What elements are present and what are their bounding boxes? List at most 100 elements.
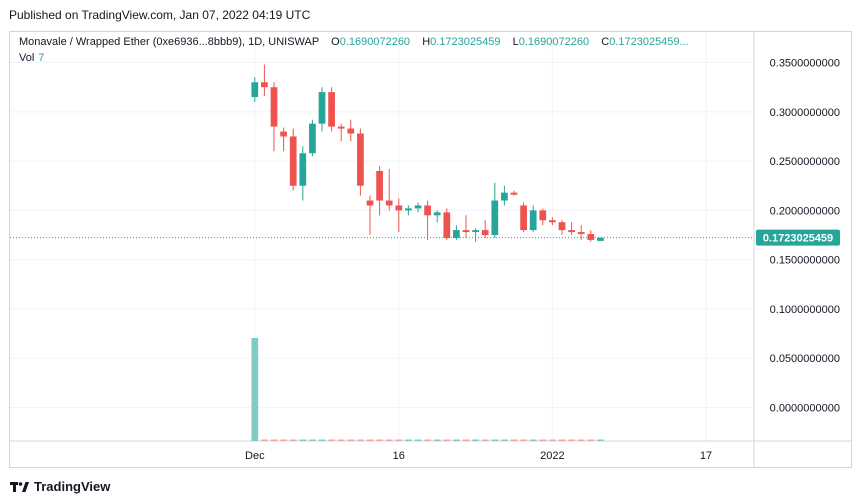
y-axis-tick-label: 0.2500000000: [770, 156, 840, 168]
x-axis-tick-label: Dec: [245, 450, 265, 462]
y-axis-tick-label: 0.0000000000: [770, 402, 840, 414]
y-axis-tick-label: 0.0500000000: [770, 353, 840, 365]
candle-body[interactable]: [366, 200, 374, 206]
candle-body[interactable]: [385, 200, 393, 206]
candle-body[interactable]: [587, 234, 595, 240]
candle-body[interactable]: [261, 82, 268, 88]
candle-body[interactable]: [520, 205, 527, 231]
candle-body[interactable]: [357, 133, 364, 186]
volume-bar[interactable]: [587, 439, 595, 442]
volume-legend[interactable]: Vol 7: [19, 52, 44, 64]
candle-body[interactable]: [472, 230, 479, 233]
volume-bar[interactable]: [462, 439, 470, 442]
candle-body[interactable]: [270, 87, 278, 127]
volume-bar[interactable]: [261, 439, 268, 442]
candle-body[interactable]: [289, 136, 297, 186]
published-caption: Published on TradingView.com, Jan 07, 20…: [9, 8, 311, 22]
candle-body[interactable]: [558, 222, 566, 231]
candle-body[interactable]: [491, 200, 499, 236]
candle-body[interactable]: [549, 220, 556, 223]
candle-body[interactable]: [337, 126, 345, 129]
volume-bar[interactable]: [539, 439, 547, 442]
candle-body[interactable]: [501, 192, 508, 201]
volume-bar[interactable]: [568, 439, 575, 442]
volume-bar[interactable]: [299, 439, 307, 442]
candle-body[interactable]: [376, 170, 383, 201]
volume-bar[interactable]: [395, 439, 403, 442]
volume-bar[interactable]: [385, 439, 393, 442]
volume-bar[interactable]: [433, 439, 441, 442]
low-label: L: [512, 36, 519, 48]
volume-bar[interactable]: [337, 439, 345, 442]
high-value: 0.1723025459: [430, 36, 501, 48]
candle-body[interactable]: [443, 212, 451, 238]
volume-bar[interactable]: [328, 439, 335, 442]
volume-bar[interactable]: [270, 439, 278, 442]
chart-frame[interactable]: [9, 31, 852, 468]
candle-body[interactable]: [328, 92, 335, 127]
candle-body[interactable]: [299, 153, 307, 186]
volume-bar[interactable]: [443, 439, 451, 442]
candle-body[interactable]: [568, 230, 575, 233]
volume-bar[interactable]: [472, 439, 479, 442]
volume-bar[interactable]: [347, 439, 355, 442]
volume-bar[interactable]: [491, 439, 499, 442]
volume-bar[interactable]: [357, 439, 364, 442]
x-axis-tick-label: 16: [393, 450, 405, 462]
candle-body[interactable]: [597, 237, 604, 241]
x-axis-tick-label: 2022: [540, 450, 564, 462]
volume-bar[interactable]: [501, 439, 508, 442]
close-value: 0.1723025459...: [609, 36, 689, 48]
tradingview-footer[interactable]: TradingView: [10, 479, 110, 494]
volume-value: 7: [38, 52, 45, 64]
y-axis-tick-label: 0.3000000000: [770, 107, 840, 119]
volume-bar[interactable]: [405, 439, 412, 442]
candle-body[interactable]: [414, 205, 422, 209]
volume-bar[interactable]: [481, 439, 489, 442]
candle-body[interactable]: [251, 82, 259, 98]
volume-bar[interactable]: [251, 338, 259, 441]
volume-bar[interactable]: [453, 439, 460, 442]
volume-bar[interactable]: [280, 439, 287, 442]
tradingview-brand[interactable]: TradingView: [34, 479, 111, 494]
volume-bar[interactable]: [309, 439, 316, 442]
open-label: O: [331, 36, 340, 48]
volume-bar[interactable]: [520, 439, 527, 442]
candle-body[interactable]: [280, 131, 287, 137]
candle-body[interactable]: [395, 205, 403, 211]
candle-body[interactable]: [347, 128, 355, 134]
symbol-name[interactable]: Monavale / Wrapped Ether (0xe6936...8bbb…: [19, 36, 320, 48]
volume-bar[interactable]: [529, 439, 537, 442]
candle-body[interactable]: [318, 92, 326, 124]
candle-body[interactable]: [577, 232, 585, 235]
tradingview-logo-icon: [10, 481, 29, 492]
volume-bar[interactable]: [424, 439, 431, 442]
candle-body[interactable]: [529, 210, 537, 231]
volume-bar[interactable]: [597, 439, 604, 442]
volume-bar[interactable]: [376, 439, 383, 442]
candle-body[interactable]: [510, 192, 518, 195]
candle-body[interactable]: [539, 210, 547, 221]
volume-bar[interactable]: [414, 439, 422, 442]
candle-body[interactable]: [481, 230, 489, 236]
candle-body[interactable]: [405, 208, 412, 211]
volume-bar[interactable]: [366, 439, 374, 442]
volume-bar[interactable]: [549, 439, 556, 442]
volume-bar[interactable]: [289, 439, 297, 442]
open-value: 0.1690072260: [339, 36, 411, 48]
symbol-legend[interactable]: Monavale / Wrapped Ether (0xe6936...8bbb…: [19, 36, 689, 48]
candle-body[interactable]: [462, 230, 470, 233]
volume-bar[interactable]: [510, 439, 518, 442]
x-axis-tick-label: 17: [700, 450, 712, 462]
volume-bar[interactable]: [558, 439, 566, 442]
volume-bar[interactable]: [318, 439, 326, 442]
candle-body[interactable]: [309, 123, 316, 154]
volume-bar[interactable]: [577, 439, 585, 442]
candle-body[interactable]: [453, 230, 460, 238]
close-label: C: [601, 36, 610, 48]
candle-body[interactable]: [424, 205, 431, 216]
y-axis-tick-label: 0.2000000000: [770, 205, 840, 217]
candle-body[interactable]: [433, 212, 441, 216]
last-price-badge[interactable]: [756, 229, 840, 246]
